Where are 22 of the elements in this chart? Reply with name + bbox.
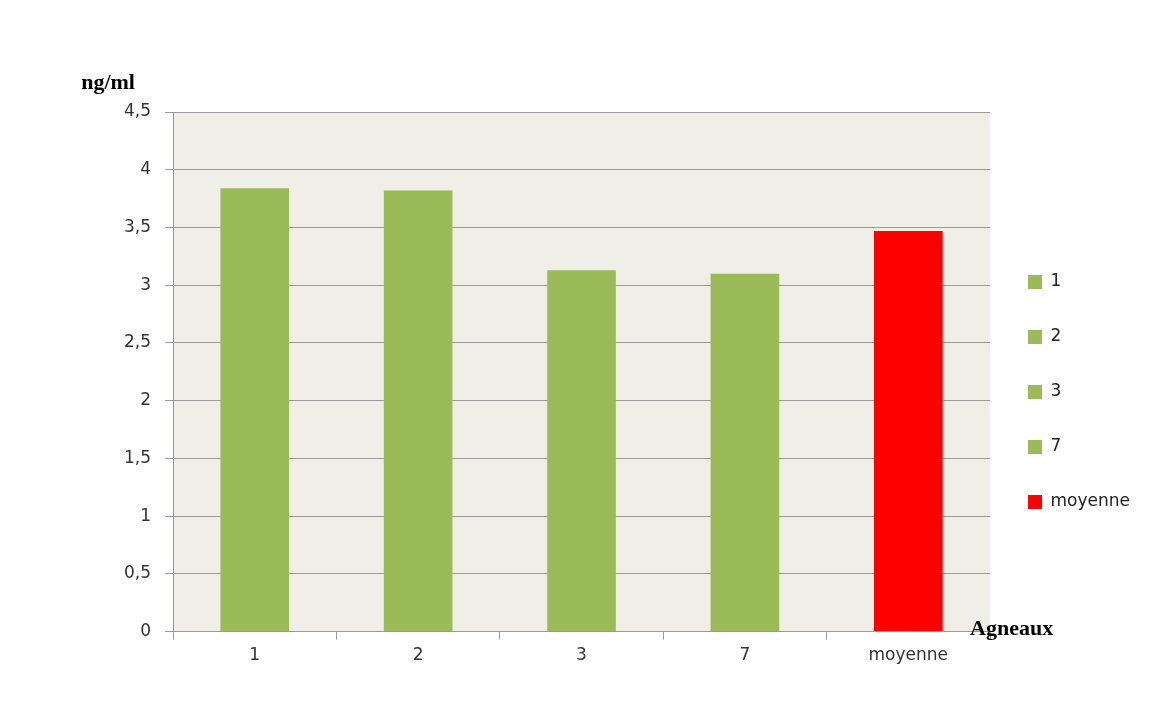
x-tick-label: 7 [739,644,751,665]
y-tick-label: 2 [140,389,152,410]
y-tick-label: 2,5 [123,331,152,352]
y-tick-label: 3 [140,273,152,294]
legend-label: 7 [1050,435,1062,456]
y-tick-label: 3,5 [123,215,152,236]
legend-label: 3 [1050,380,1062,401]
x-tick-label: 3 [576,644,587,665]
legend-label: moyenne [1050,490,1131,511]
y-tick-label: 0 [140,620,152,641]
x-tick-label: moyenne [868,644,949,665]
y-tick-label: 4,5 [123,100,152,121]
y-tick-label: 4 [140,158,152,179]
x-tick-label: 1 [249,644,261,665]
y-tick-label: 0,5 [123,562,152,583]
y-axis-title: ng/ml [81,68,135,94]
x-tick-label: 2 [412,644,424,665]
y-tick-label: 1 [140,504,152,525]
y-tick-label: 1,5 [123,446,152,467]
legend-label: 1 [1050,270,1062,291]
x-axis-title: Agneaux [970,615,1054,641]
legend-label: 2 [1050,325,1062,346]
